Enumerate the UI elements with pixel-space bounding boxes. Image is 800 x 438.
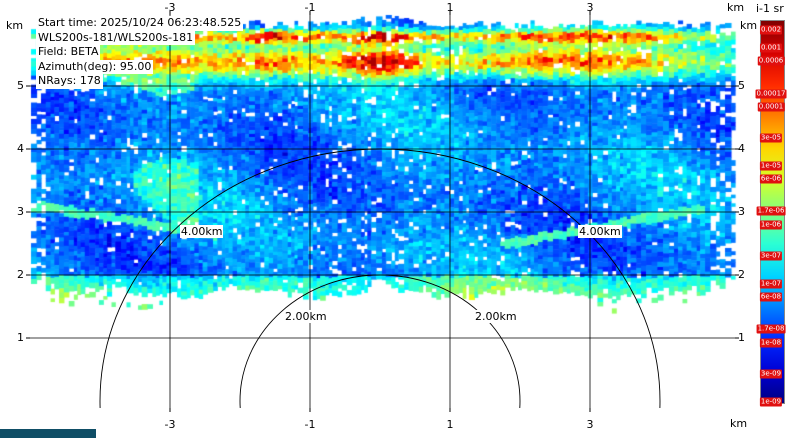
- y-axis-unit-right: km: [739, 19, 759, 32]
- x-axis-tick-bottom: 3: [586, 418, 594, 431]
- nrays-line: NRays: 178: [36, 74, 243, 89]
- colorbar-tick-label: 1e-05: [759, 161, 783, 171]
- y-axis-tick-right: 3: [738, 205, 745, 218]
- start-time-text: Start time: 2025/10/24 06:23:48.525: [36, 16, 244, 31]
- start-time-line: Start time: 2025/10/24 06:23:48.525: [36, 16, 244, 31]
- colorbar-tick-label: 0.0006: [757, 56, 785, 66]
- y-axis-tick-left: 2: [17, 268, 24, 281]
- scan-info-block: Start time: 2025/10/24 06:23:48.525 WLS2…: [36, 16, 244, 89]
- colorbar-tick-label: 1e-08: [759, 338, 783, 348]
- colorbar-title: i-1 sr: [756, 2, 784, 15]
- y-axis-tick-right: 2: [738, 268, 745, 281]
- ring-label: 2.00km: [474, 309, 518, 323]
- colorbar-tick-label: 0.0001: [757, 102, 785, 112]
- colorbar-tick-label: 6e-06: [759, 174, 783, 184]
- ring-label: 2.00km: [283, 309, 328, 323]
- x-axis-tick-top: -1: [304, 1, 316, 14]
- field-text: Field: BETA: [36, 45, 101, 60]
- colorbar-tick-label: 1e-07: [759, 279, 783, 289]
- x-axis-tick-bottom: 1: [446, 418, 454, 431]
- colorbar-tick-label: 1e-06: [759, 220, 783, 230]
- colorbar-tick-label: 1.7e-06: [756, 206, 786, 216]
- colorbar-tick-label: 6e-08: [759, 292, 783, 302]
- y-axis-tick-right: 1: [738, 331, 745, 344]
- y-axis-tick-right: 5: [738, 79, 745, 92]
- azimuth-line: Azimuth(deg): 95.00: [36, 59, 243, 75]
- colorbar-tick-label: 3e-05: [759, 133, 783, 143]
- y-axis-tick-left: 4: [17, 142, 24, 155]
- device-name-line: WLS200s-181/WLS200s-181: [36, 30, 243, 46]
- colorbar-tick-label: 1e-09: [759, 397, 783, 407]
- x-axis-tick-top: -3: [164, 1, 176, 14]
- colorbar-tick-label: 3e-07: [759, 251, 783, 261]
- ring-label: 4.00km: [179, 225, 224, 239]
- ring-label: 4.00km: [578, 225, 622, 239]
- x-axis-tick-bottom: -1: [304, 418, 316, 431]
- colorbar-tick-label: 0.001: [759, 43, 783, 53]
- background-window-strip: [0, 429, 96, 438]
- y-axis-tick-left: 3: [17, 205, 24, 218]
- colorbar-tick-label: 0.00017: [755, 89, 787, 99]
- y-axis-tick-left: 1: [17, 331, 24, 344]
- device-name-text: WLS200s-181/WLS200s-181: [36, 30, 196, 46]
- x-axis-tick-top: 3: [586, 1, 594, 14]
- x-axis-tick-bottom: -3: [164, 418, 176, 431]
- x-axis-unit-bottom: km: [729, 417, 749, 430]
- y-axis-tick-right: 4: [738, 142, 745, 155]
- y-axis-unit-left: km: [5, 19, 25, 32]
- x-axis-unit-top: km: [726, 1, 746, 14]
- azimuth-text: Azimuth(deg): 95.00: [36, 59, 154, 75]
- field-line: Field: BETA: [36, 45, 243, 60]
- nrays-text: NRays: 178: [36, 74, 103, 89]
- colorbar-tick-label: 3e-09: [759, 369, 783, 379]
- colorbar-tick-label: 0.002: [759, 25, 783, 35]
- colorbar-tick-label: 1.7e-08: [756, 324, 786, 334]
- y-axis-tick-left: 5: [17, 79, 24, 92]
- x-axis-tick-top: 1: [446, 1, 454, 14]
